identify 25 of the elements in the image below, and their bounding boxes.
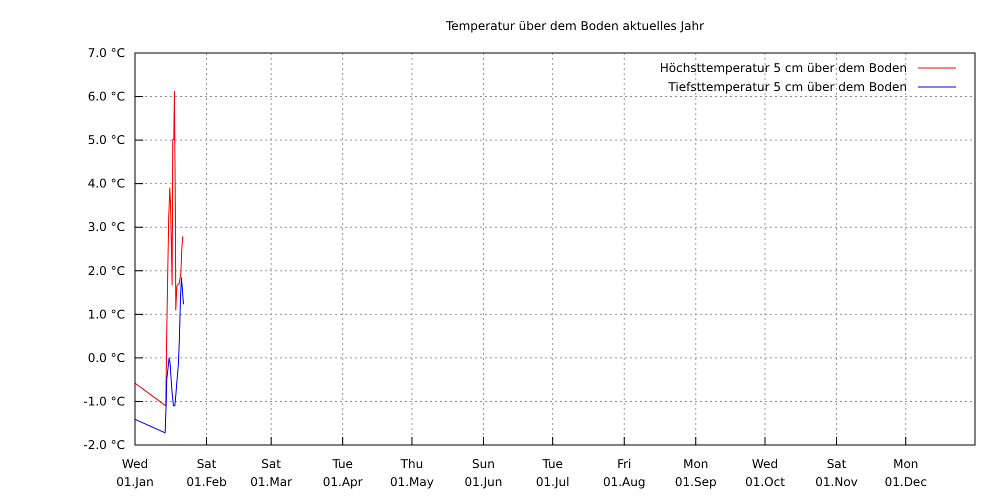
y-tick-label: 5.0 °C (88, 133, 125, 148)
x-tick-label: Tue 01.Jul (536, 457, 570, 489)
x-tick-label: Wed 01.Jan (116, 457, 154, 489)
y-tick-label: -1.0 °C (83, 394, 125, 408)
y-tick-label: 1.0 °C (88, 307, 125, 322)
x-tick-label: Mon 01.Dec (884, 457, 927, 489)
y-tick-label: 0.0 °C (88, 350, 125, 365)
legend-label: Tiefsttemperatur 5 cm über dem Boden (667, 80, 907, 94)
x-tick-label: Sat 01.Feb (186, 457, 227, 489)
x-tick-label: Thu 01.May (390, 457, 434, 489)
x-tick-label: Wed 01.Oct (745, 457, 786, 489)
y-tick-label: 7.0 °C (88, 46, 125, 60)
x-tick-label: Fri 01.Aug (602, 457, 646, 489)
legend-label: Höchsttemperatur 5 cm über dem Boden (660, 61, 907, 75)
y-tick-label: 6.0 °C (88, 90, 125, 104)
x-tick-label: Sat 01.Nov (815, 457, 858, 489)
chart-title: Temperatur über dem Boden aktuelles Jahr (444, 19, 704, 33)
x-tick-label: Sat 01.Mar (250, 457, 292, 489)
x-tick-label: Mon 01.Sep (674, 457, 717, 489)
x-tick-label: Sun 01.Jun (464, 457, 502, 489)
y-tick-label: -2.0 °C (83, 438, 125, 452)
y-tick-label: 2.0 °C (88, 264, 125, 278)
x-tick-label: Tue 01.Apr (322, 457, 363, 489)
y-tick-label: 3.0 °C (88, 220, 125, 234)
y-tick-label: 4.0 °C (88, 176, 125, 191)
